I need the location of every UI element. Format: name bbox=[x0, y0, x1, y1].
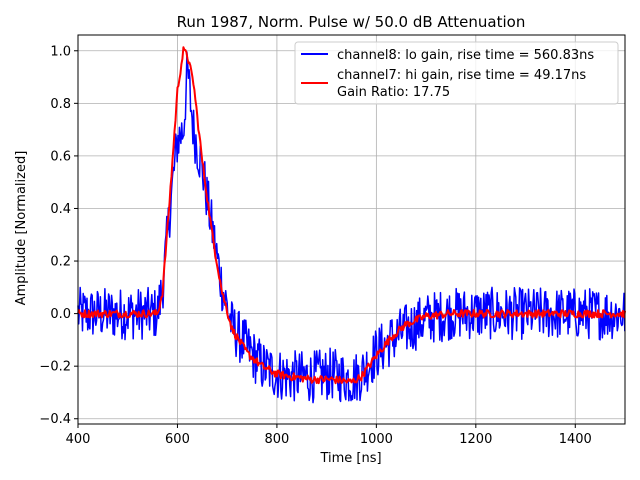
series-line-channel8 bbox=[77, 51, 626, 404]
y-tick-label: −0.2 bbox=[39, 360, 71, 375]
plot-frame bbox=[77, 34, 626, 425]
x-tick-label: 600 bbox=[165, 432, 190, 447]
x-tick-label: 1200 bbox=[459, 432, 492, 447]
y-tick-label: −0.4 bbox=[39, 412, 71, 427]
y-tick-label: 0.8 bbox=[50, 97, 71, 112]
y-tick-label: 0.6 bbox=[50, 149, 71, 164]
y-axis-ticks: −0.4 −0.2 0.0 0.2 0.4 0.6 0.8 1.0 bbox=[39, 44, 78, 427]
y-tick-label: 1.0 bbox=[50, 44, 71, 59]
series-line-channel7 bbox=[77, 46, 626, 385]
x-axis-ticks: 400 600 800 1000 1200 1400 bbox=[66, 424, 592, 447]
y-tick-label: 0.4 bbox=[50, 202, 71, 217]
y-axis-label: Amplitude [Normalized] bbox=[14, 151, 29, 306]
y-tick-label: 0.0 bbox=[50, 307, 71, 322]
x-tick-label: 400 bbox=[66, 432, 91, 447]
chart-title: Run 1987, Norm. Pulse w/ 50.0 dB Attenua… bbox=[177, 13, 526, 31]
legend-label-channel7: channel7: hi gain, rise time = 49.17ns bbox=[337, 68, 586, 83]
series-layer bbox=[77, 46, 626, 404]
x-tick-label: 1400 bbox=[559, 432, 592, 447]
legend-box bbox=[294, 41, 619, 105]
legend: channel8: lo gain, rise time = 560.83ns … bbox=[294, 41, 619, 105]
x-tick-label: 1000 bbox=[360, 432, 393, 447]
x-tick-label: 800 bbox=[264, 432, 289, 447]
y-tick-label: 0.2 bbox=[50, 255, 71, 270]
legend-label-gain-ratio: Gain Ratio: 17.75 bbox=[337, 85, 450, 100]
x-axis-label: Time [ns] bbox=[319, 451, 381, 466]
legend-label-channel8: channel8: lo gain, rise time = 560.83ns bbox=[337, 48, 594, 63]
